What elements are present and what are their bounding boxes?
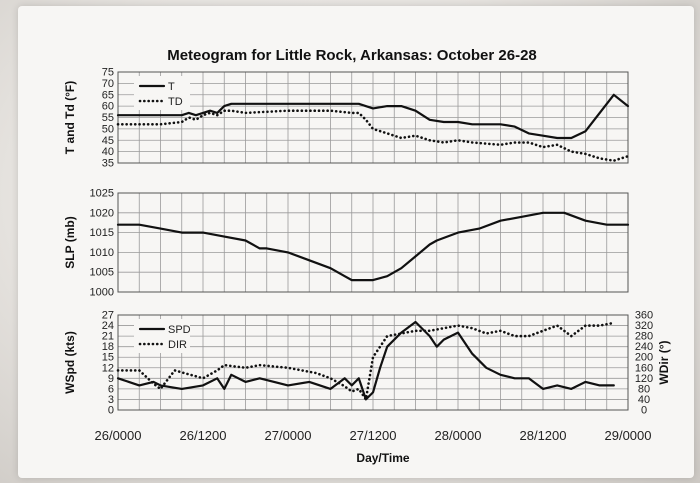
y-tick-label: 75 — [102, 67, 114, 79]
x-tick-label: 26/0000 — [95, 428, 142, 443]
y-tick-label: 15 — [102, 352, 114, 364]
y-tick-label: 40 — [102, 146, 114, 158]
legend-label: T — [168, 81, 175, 93]
x-tick-label: 27/1200 — [350, 428, 397, 443]
y-tick-label: 50 — [102, 123, 114, 135]
y-tick-label: 1020 — [90, 207, 114, 219]
y-tick-label: 3 — [108, 394, 114, 406]
chart-title: Meteogram for Little Rock, Arkansas: Oct… — [167, 47, 537, 64]
panel-pressure: 1000 1005 1010 1015 1020 1025 SLP (mb) — [63, 188, 630, 299]
y-tick-label: 45 — [102, 135, 114, 147]
y-tick-label: 1010 — [90, 247, 114, 259]
series-line-temperature-0 — [116, 93, 630, 140]
y-tick-label: 21 — [102, 331, 114, 343]
y2-tick-label: 360 — [635, 310, 653, 322]
x-tick-label: 26/1200 — [180, 428, 227, 443]
x-axis-title: Day/Time — [356, 451, 409, 465]
y-axis-title: WSpd (kts) — [63, 331, 77, 394]
y-tick-label: 6 — [108, 383, 114, 395]
x-tick-label: 29/0000 — [605, 428, 652, 443]
y-tick-label: 65 — [102, 89, 114, 101]
y2-tick-label: 200 — [635, 352, 653, 364]
legend-label: DIR — [168, 339, 187, 351]
y2-tick-label: 240 — [635, 341, 653, 353]
y2-tick-label: 80 — [638, 383, 650, 395]
y-axis-title: T and Td (°F) — [63, 81, 77, 154]
legend-label: TD — [168, 96, 183, 108]
y-tick-label: 60 — [102, 101, 114, 113]
y-tick-label: 70 — [102, 78, 114, 90]
y2-tick-label: 120 — [635, 373, 653, 385]
y-tick-label: 1015 — [90, 227, 114, 239]
y2-tick-label: 280 — [635, 331, 653, 343]
y-tick-label: 9 — [108, 373, 114, 385]
y2-tick-label: 40 — [638, 394, 650, 406]
y-axis-title: SLP (mb) — [63, 216, 77, 268]
y2-axis-title: WDir (°) — [657, 340, 671, 384]
y-tick-label: 12 — [102, 362, 114, 374]
panel-frame — [117, 314, 629, 411]
y-tick-label: 24 — [102, 320, 114, 332]
y-tick-label: 18 — [102, 341, 114, 353]
y-tick-label: 35 — [102, 158, 114, 170]
series-line-pressure-0 — [116, 211, 630, 282]
y-tick-label: 0 — [108, 405, 114, 417]
y2-tick-label: 0 — [641, 405, 647, 417]
y2-tick-label: 320 — [635, 320, 653, 332]
legend-label: SPD — [168, 324, 191, 336]
series-line-temperature-1 — [116, 109, 630, 162]
y-tick-label: 1000 — [90, 287, 114, 299]
x-tick-label: 27/0000 — [265, 428, 312, 443]
y2-tick-label: 160 — [635, 362, 653, 374]
legend-box — [134, 319, 190, 353]
legend-box — [134, 76, 190, 110]
y-tick-label: 55 — [102, 112, 114, 124]
series-line-wind-1 — [116, 321, 616, 401]
panel-frame — [117, 71, 629, 164]
x-tick-label: 28/0000 — [435, 428, 482, 443]
panel-frame — [117, 192, 629, 293]
y-tick-label: 1005 — [90, 267, 114, 279]
x-tick-label: 28/1200 — [520, 428, 567, 443]
series-line-wind-0 — [116, 320, 615, 401]
y-tick-label: 27 — [102, 310, 114, 322]
y-tick-label: 1025 — [90, 188, 114, 200]
